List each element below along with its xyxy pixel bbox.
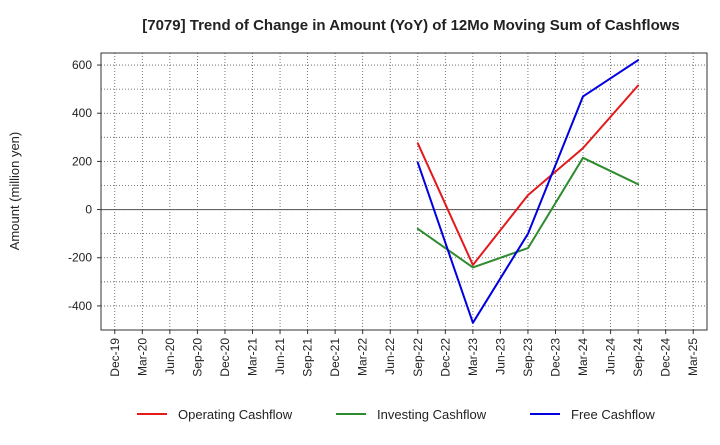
plot-frame bbox=[100, 52, 708, 331]
y-axis-label: Amount (million yen) bbox=[7, 132, 22, 251]
legend-label: Operating Cashflow bbox=[178, 407, 293, 422]
chart-title: [7079] Trend of Change in Amount (YoY) o… bbox=[142, 17, 680, 34]
y-tick-label: 400 bbox=[72, 106, 92, 120]
x-tick-label: Sep-24 bbox=[631, 338, 645, 377]
x-tick-label: Sep-22 bbox=[411, 338, 425, 377]
x-tick-label: Jun-20 bbox=[163, 338, 177, 375]
x-tick-label: Mar-24 bbox=[576, 338, 590, 376]
x-tick-label: Dec-21 bbox=[328, 338, 342, 377]
y-tick-label: 600 bbox=[72, 58, 92, 72]
x-tick-label: Mar-21 bbox=[246, 338, 260, 376]
y-tick-label: -200 bbox=[68, 251, 92, 265]
grid-layer bbox=[101, 53, 707, 331]
x-tick-label: Dec-22 bbox=[438, 338, 452, 377]
y-tick-label: -400 bbox=[68, 299, 92, 313]
series-line bbox=[416, 59, 640, 324]
x-tick-label: Dec-24 bbox=[659, 338, 673, 377]
series-layer bbox=[416, 59, 640, 324]
x-tick-label: Sep-21 bbox=[301, 338, 315, 377]
x-tick-label: Sep-23 bbox=[521, 338, 535, 377]
x-tick-layer: Dec-19 Mar-20 Jun-20 Sep-20 Dec-20 Mar-21 Jun-… bbox=[108, 330, 700, 377]
x-tick-label: Mar-20 bbox=[135, 338, 149, 376]
series-line bbox=[416, 156, 640, 269]
x-tick-label: Dec-23 bbox=[549, 338, 563, 377]
x-tick-label: Jun-23 bbox=[493, 338, 507, 375]
x-tick-label: Jun-24 bbox=[604, 338, 618, 375]
legend: Operating Cashflow Investing Cashflow Free… bbox=[137, 407, 655, 422]
x-tick-label: Mar-23 bbox=[466, 338, 480, 376]
x-tick-label: Dec-19 bbox=[108, 338, 122, 377]
y-tick-label: 0 bbox=[85, 203, 92, 217]
legend-label: Free Cashflow bbox=[571, 407, 655, 422]
x-tick-label: Mar-25 bbox=[686, 338, 700, 376]
y-tick-label: 200 bbox=[72, 154, 92, 168]
x-tick-label: Jun-21 bbox=[273, 338, 287, 375]
x-tick-label: Dec-20 bbox=[218, 338, 232, 377]
x-tick-label: Sep-20 bbox=[190, 338, 204, 377]
x-tick-label: Jun-22 bbox=[383, 338, 397, 375]
y-tick-layer: -400 -200 0 200 400 600 bbox=[68, 58, 101, 313]
series-line bbox=[416, 84, 640, 266]
x-tick-label: Mar-22 bbox=[356, 338, 370, 376]
legend-label: Investing Cashflow bbox=[377, 407, 487, 422]
